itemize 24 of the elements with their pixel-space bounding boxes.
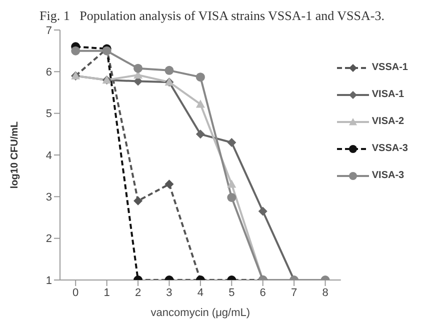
x-tick-label: 7 bbox=[291, 286, 298, 299]
y-tick-label: 5 bbox=[46, 108, 52, 120]
x-tick-label: 4 bbox=[197, 286, 204, 299]
x-tick-label: 2 bbox=[134, 286, 142, 299]
legend-label: VSSA-1 bbox=[372, 62, 408, 73]
x-tick-label: 8 bbox=[322, 286, 328, 299]
x-tick-label: 0 bbox=[72, 286, 79, 299]
x-tick-label: 5 bbox=[228, 286, 235, 299]
legend-label: VISA-1 bbox=[372, 89, 404, 100]
x-axis-title: vancomycin (μg/mL) bbox=[150, 307, 250, 319]
y-axis-title: log10 CFU/mL bbox=[10, 121, 21, 189]
legend-label: VISA-2 bbox=[372, 116, 404, 127]
x-tick-label: 6 bbox=[260, 286, 266, 299]
y-tick-label: 2 bbox=[46, 233, 52, 246]
y-tick-label: 4 bbox=[46, 150, 52, 162]
legend-label: VSSA-3 bbox=[372, 143, 408, 154]
y-tick-label: 3 bbox=[46, 192, 52, 204]
y-tick-label: 7 bbox=[46, 24, 52, 37]
x-tick-label: 1 bbox=[104, 286, 110, 299]
chart-title: Fig. 1 Population analysis of VISA strains VSSA-1 and VSSA-3. bbox=[38, 8, 386, 24]
y-tick-label: 1 bbox=[46, 274, 52, 287]
y-tick-label: 6 bbox=[46, 66, 52, 79]
x-tick-label: 3 bbox=[166, 286, 172, 299]
legend-label: VISA-3 bbox=[372, 170, 404, 181]
